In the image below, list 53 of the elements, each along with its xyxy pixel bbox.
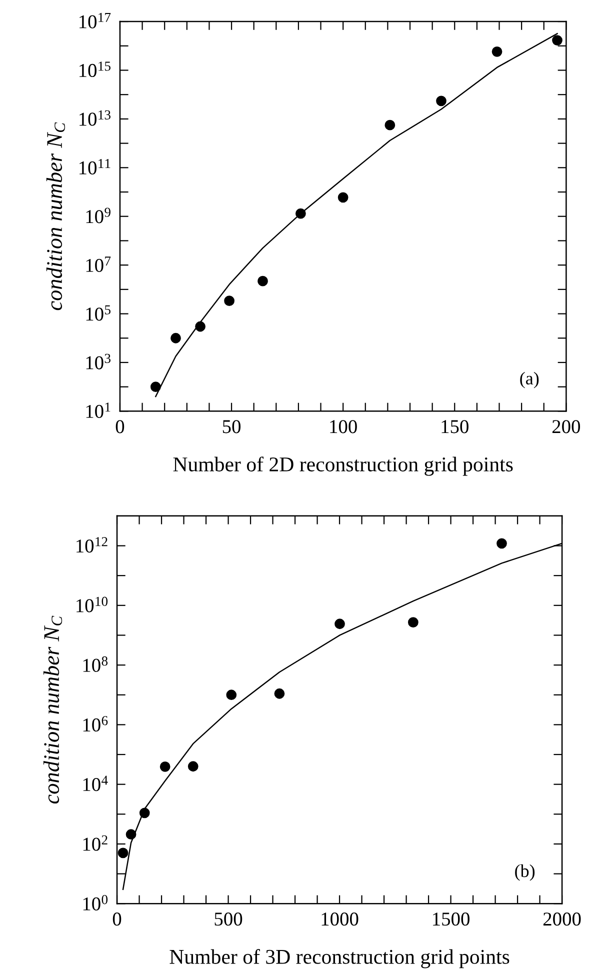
point: [160, 762, 170, 772]
point: [258, 276, 268, 286]
annotation: (b): [515, 864, 535, 881]
point: [552, 35, 562, 46]
point: [224, 296, 234, 306]
point: [338, 192, 348, 203]
y-tick-label: 10$^{0}$: [83, 895, 108, 910]
y-tick-label: 10$^{12}$: [76, 537, 108, 553]
point: [150, 382, 161, 392]
point: [334, 618, 345, 630]
y-tick-label: 10$^{8}$: [83, 656, 108, 672]
y-tick-label: 10$^{13}$: [80, 110, 110, 126]
x-tick-label: 2000: [543, 912, 581, 926]
x-tick-label: 200: [552, 420, 580, 434]
y-tick-label: 10$^{1}$: [86, 402, 110, 418]
x-tick-label: 500: [214, 912, 242, 926]
y-tick-label: 10$^{7}$: [86, 256, 111, 272]
y-tick-label: 10$^{11}$: [80, 159, 110, 174]
point: [384, 120, 396, 130]
y-tick-label: 10$^{4}$: [83, 776, 108, 792]
y-axis-title: condition number N$_{C}$: [46, 122, 66, 310]
point: [170, 332, 181, 344]
point: [436, 96, 446, 106]
y-tick-label: 10$^{9}$: [86, 208, 110, 224]
point: [118, 848, 128, 858]
x-tick-label: 0: [112, 912, 122, 926]
point: [496, 538, 507, 549]
point: [226, 690, 237, 700]
point: [295, 208, 306, 219]
y-tick-label: 10$^{10}$: [76, 596, 108, 612]
annotation: (a): [520, 372, 539, 388]
x-tick-label: 50: [222, 420, 241, 434]
y-tick-label: 10$^{5}$: [86, 305, 110, 321]
x-tick-label: 100: [330, 420, 357, 434]
x-axis-title: Number of 2D reconstruction grid points: [173, 456, 513, 476]
point: [188, 761, 198, 772]
point: [274, 688, 285, 699]
x-axis-title: Number of 3D reconstruction grid points: [170, 949, 510, 968]
y-tick-label: 10$^{2}$: [83, 835, 108, 851]
x-tick-label: 1000: [322, 912, 358, 926]
y-tick-label: 10$^{3}$: [86, 354, 110, 370]
y-axis-title: condition number N$_{C}$: [43, 616, 62, 804]
point: [408, 617, 418, 628]
y-tick-label: 10$^{15}$: [80, 62, 110, 78]
point: [195, 321, 206, 332]
y-tick-label: 10$^{6}$: [83, 716, 108, 732]
point: [492, 46, 502, 57]
x-tick-label: 0: [116, 420, 124, 434]
point: [139, 808, 150, 818]
point: [126, 829, 136, 840]
y-tick-label: 10$^{17}$: [80, 12, 111, 28]
x-tick-label: 1500: [433, 912, 470, 926]
x-tick-label: 150: [442, 420, 468, 434]
